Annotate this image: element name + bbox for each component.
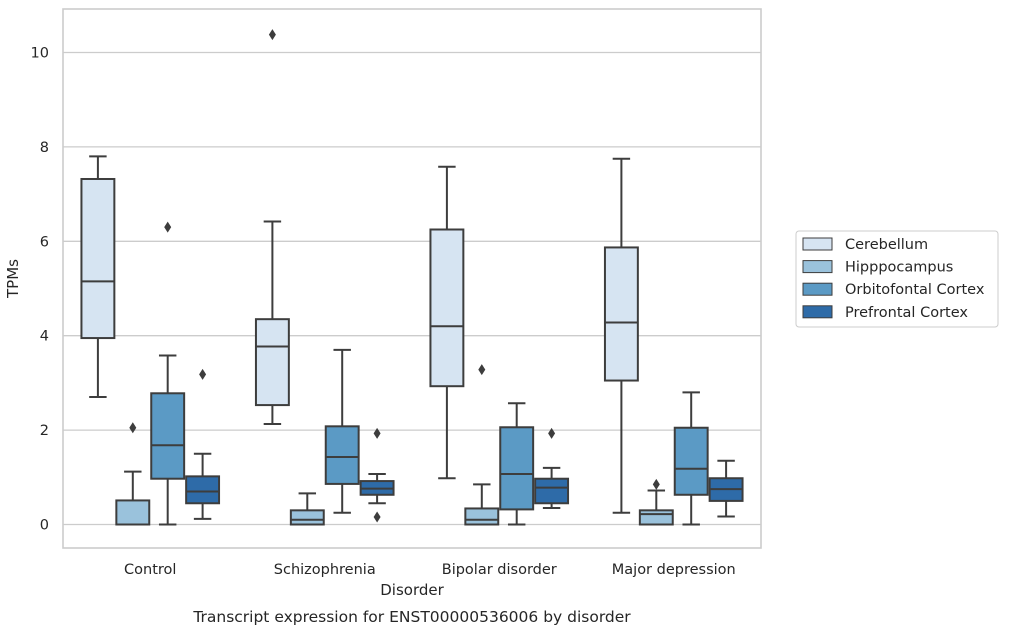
outlier-point <box>652 478 660 490</box>
box-1-3 <box>359 427 395 523</box>
y-tick-label: 8 <box>40 140 49 156</box>
box-body <box>638 509 674 526</box>
box-2-2 <box>499 402 535 526</box>
box-body <box>254 318 290 407</box>
legend-swatch <box>802 282 833 296</box>
legend-label: Hipppocampus <box>845 260 953 276</box>
legend-label: Prefrontal Cortex <box>845 305 968 321</box>
y-tick-label: 0 <box>40 518 49 534</box>
outlier-point <box>129 422 137 434</box>
y-tick-label: 6 <box>40 234 49 250</box>
plot-frame <box>62 8 762 549</box>
box-0-1 <box>115 422 151 526</box>
x-axis-label: Disorder <box>380 581 444 599</box>
outlier-point <box>478 364 486 376</box>
box-body <box>499 426 535 511</box>
x-tick-label: Bipolar disorder <box>442 562 557 578</box>
outlier-point <box>164 221 172 233</box>
y-tick-labels: 0 2 4 6 8 10 <box>31 46 49 534</box>
legend: Cerebellum Hipppocampus Orbitofontal Corte… <box>795 230 999 328</box>
box-3-3 <box>708 459 744 518</box>
box-1-2 <box>324 348 360 514</box>
x-tick-labels: Control Schizophrenia Bipolar disorder Majo… <box>124 562 736 578</box>
outlier-point <box>548 427 556 439</box>
box-2-1 <box>464 364 500 526</box>
box-2-3 <box>534 427 570 509</box>
box-3-0 <box>603 157 639 514</box>
boxes <box>80 29 744 526</box>
y-tick-label: 4 <box>40 329 49 345</box>
legend-label: Orbitofontal Cortex <box>845 282 985 298</box>
box-body <box>429 228 465 388</box>
box-body <box>289 509 325 526</box>
y-tick-label: 10 <box>31 46 49 62</box>
outlier-point <box>373 511 381 523</box>
box-3-1 <box>638 478 674 526</box>
box-0-3 <box>185 368 221 520</box>
outlier-point <box>373 427 381 439</box>
legend-swatch <box>802 305 833 319</box>
x-tick-label: Schizophrenia <box>274 562 376 578</box>
y-tick-label: 2 <box>40 423 49 439</box>
y-axis-label: TPMs <box>4 259 22 299</box>
box-body <box>324 425 360 485</box>
box-body <box>603 246 639 382</box>
box-body <box>673 426 709 496</box>
legend-swatch <box>802 237 833 251</box>
legend-label: Cerebellum <box>845 237 928 253</box>
box-0-2 <box>150 221 186 526</box>
box-1-0 <box>254 29 290 425</box>
box-1-1 <box>289 492 325 526</box>
box-body <box>150 392 186 480</box>
box-2-0 <box>429 165 465 480</box>
x-tick-label: Control <box>124 562 176 578</box>
outlier-point <box>268 29 276 41</box>
legend-swatch <box>802 260 833 274</box>
legend-box <box>795 230 999 328</box>
x-tick-label: Major depression <box>612 562 736 578</box>
box-body <box>185 475 221 505</box>
box-body <box>464 507 500 526</box>
box-0-0 <box>80 155 116 399</box>
box-body <box>80 177 116 340</box>
outlier-point <box>199 368 207 380</box>
box-body <box>534 477 570 505</box>
chart-caption: Transcript expression for ENST0000053600… <box>192 608 631 626</box>
box-3-2 <box>673 391 709 526</box>
box-body <box>115 499 151 526</box>
